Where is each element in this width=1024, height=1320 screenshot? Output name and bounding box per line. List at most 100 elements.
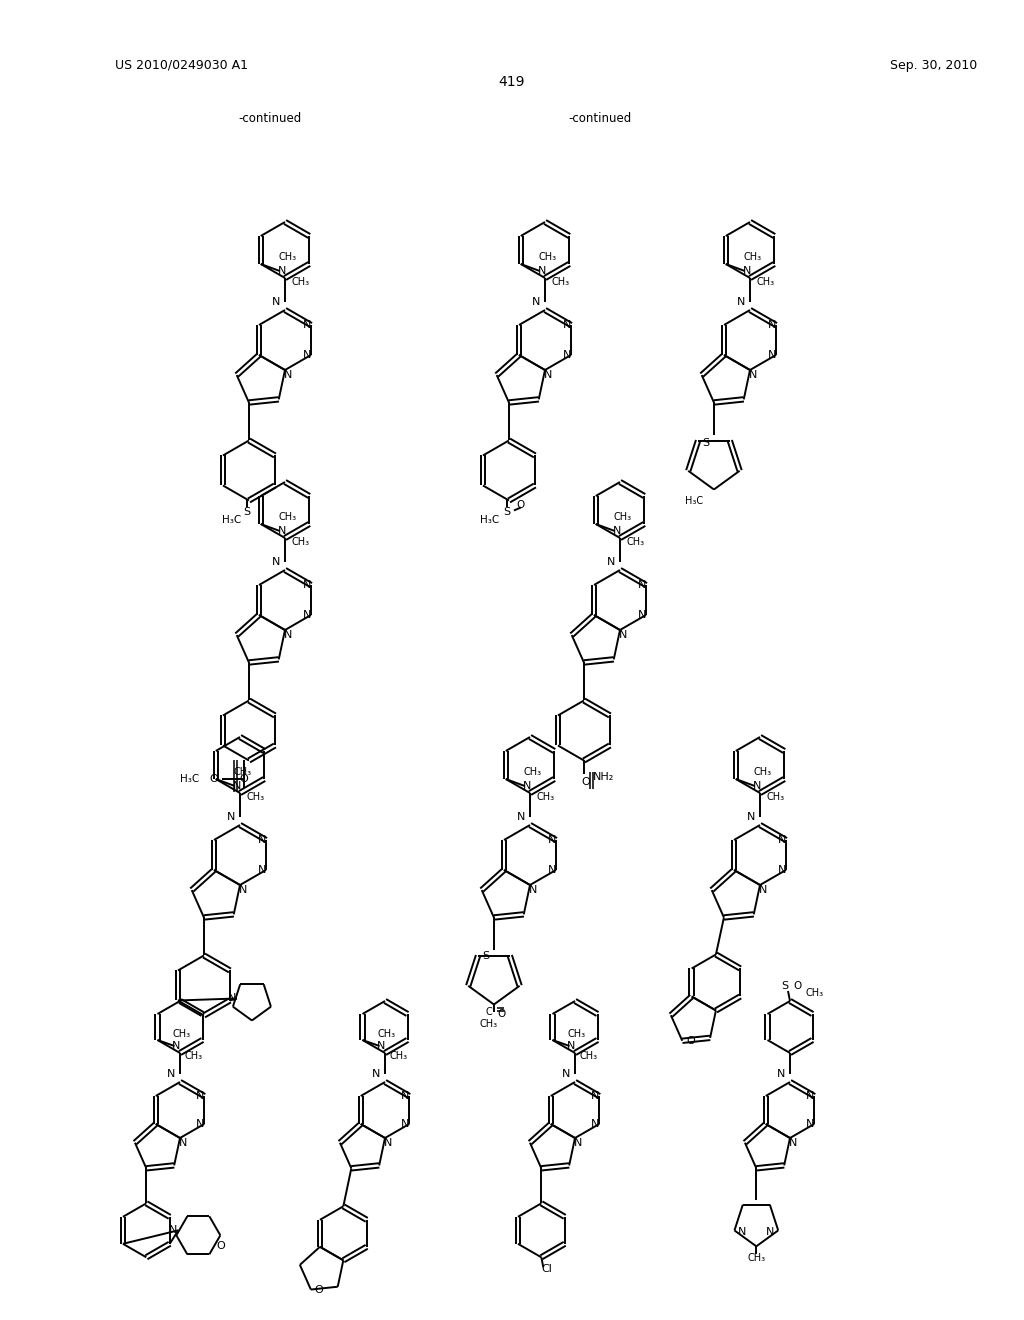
Text: N: N	[169, 1225, 177, 1236]
Text: N: N	[239, 884, 247, 895]
Text: CH₃: CH₃	[279, 512, 297, 521]
Text: N: N	[746, 812, 755, 822]
Text: N: N	[531, 297, 541, 308]
Text: N: N	[806, 1119, 814, 1129]
Text: N: N	[226, 812, 236, 822]
Text: O: O	[582, 777, 590, 788]
Text: N: N	[278, 267, 286, 276]
Text: N: N	[284, 630, 292, 640]
Text: CH₃: CH₃	[292, 277, 310, 286]
Text: N: N	[271, 297, 281, 308]
Text: CH₃: CH₃	[806, 987, 824, 998]
Text: N: N	[232, 781, 241, 791]
Text: CH₃: CH₃	[757, 277, 775, 286]
Text: N: N	[278, 525, 286, 536]
Text: N: N	[753, 781, 761, 791]
Text: N: N	[778, 836, 786, 845]
Text: O: O	[314, 1284, 324, 1295]
Text: CH₃: CH₃	[767, 792, 784, 803]
Text: N: N	[172, 1041, 180, 1051]
Text: -continued: -continued	[568, 111, 632, 124]
Text: N: N	[372, 1069, 380, 1078]
Text: CH₃: CH₃	[480, 1019, 498, 1030]
Text: CH₃: CH₃	[580, 1051, 598, 1061]
Text: N: N	[759, 884, 767, 895]
Text: N: N	[303, 579, 311, 590]
Text: NH₂: NH₂	[593, 772, 614, 783]
Text: CH₃: CH₃	[184, 1051, 203, 1061]
Text: N: N	[227, 994, 237, 1003]
Text: CH₃: CH₃	[754, 767, 772, 777]
Text: N: N	[303, 319, 311, 330]
Text: N: N	[179, 1138, 187, 1148]
Text: N: N	[401, 1119, 410, 1129]
Text: O: O	[517, 500, 525, 511]
Text: N: N	[777, 1069, 785, 1078]
Text: N: N	[612, 525, 621, 536]
Text: S: S	[504, 507, 511, 517]
Text: CH₃: CH₃	[172, 1030, 190, 1039]
Text: CH₃: CH₃	[748, 1253, 765, 1263]
Text: N: N	[788, 1138, 798, 1148]
Text: CH₃: CH₃	[537, 792, 555, 803]
Text: N: N	[271, 557, 281, 568]
Text: O: O	[210, 775, 218, 784]
Text: C: C	[485, 1007, 493, 1018]
Text: 419: 419	[499, 75, 525, 88]
Text: CH₃: CH₃	[567, 1030, 586, 1039]
Text: CH₃: CH₃	[539, 252, 557, 261]
Text: Cl: Cl	[541, 1265, 552, 1274]
Text: N: N	[377, 1041, 386, 1051]
Text: N: N	[563, 319, 571, 330]
Text: H₃C: H₃C	[221, 516, 241, 525]
Text: N: N	[768, 319, 776, 330]
Text: CH₃: CH₃	[523, 767, 542, 777]
Text: N: N	[738, 1228, 746, 1237]
Text: O: O	[794, 981, 802, 991]
Text: N: N	[303, 610, 311, 620]
Text: N: N	[528, 884, 538, 895]
Text: N: N	[749, 370, 757, 380]
Text: N: N	[768, 350, 776, 360]
Text: N: N	[384, 1138, 392, 1148]
Text: H₃C: H₃C	[685, 496, 703, 507]
Text: N: N	[778, 865, 786, 875]
Text: N: N	[591, 1092, 599, 1101]
Text: N: N	[766, 1228, 774, 1237]
Text: H₃C: H₃C	[479, 516, 499, 525]
Text: N: N	[544, 370, 552, 380]
Text: N: N	[742, 267, 751, 276]
Text: N: N	[638, 579, 646, 590]
Text: CH₃: CH₃	[627, 537, 645, 546]
Text: S: S	[702, 438, 710, 447]
Text: N: N	[303, 350, 311, 360]
Text: CH₃: CH₃	[389, 1051, 408, 1061]
Text: Sep. 30, 2010: Sep. 30, 2010	[890, 58, 977, 71]
Text: N: N	[258, 836, 266, 845]
Text: S: S	[781, 981, 788, 991]
Text: N: N	[737, 297, 745, 308]
Text: N: N	[284, 370, 292, 380]
Text: N: N	[591, 1119, 599, 1129]
Text: N: N	[522, 781, 530, 791]
Text: N: N	[806, 1092, 814, 1101]
Text: N: N	[618, 630, 627, 640]
Text: N: N	[548, 836, 556, 845]
Text: CH₃: CH₃	[378, 1030, 395, 1039]
Text: N: N	[567, 1041, 575, 1051]
Text: S: S	[244, 507, 251, 517]
Text: N: N	[258, 865, 266, 875]
Text: O: O	[216, 1241, 224, 1251]
Text: US 2010/0249030 A1: US 2010/0249030 A1	[115, 58, 248, 71]
Text: S: S	[482, 950, 489, 961]
Text: CH₃: CH₃	[279, 252, 297, 261]
Text: CH₃: CH₃	[247, 792, 265, 803]
Text: N: N	[563, 350, 571, 360]
Text: CH₃: CH₃	[292, 537, 310, 546]
Text: -continued: -continued	[239, 111, 302, 124]
Text: O: O	[498, 1010, 506, 1019]
Text: N: N	[548, 865, 556, 875]
Text: N: N	[167, 1069, 175, 1078]
Text: N: N	[538, 267, 546, 276]
Text: CH₃: CH₃	[233, 767, 252, 777]
